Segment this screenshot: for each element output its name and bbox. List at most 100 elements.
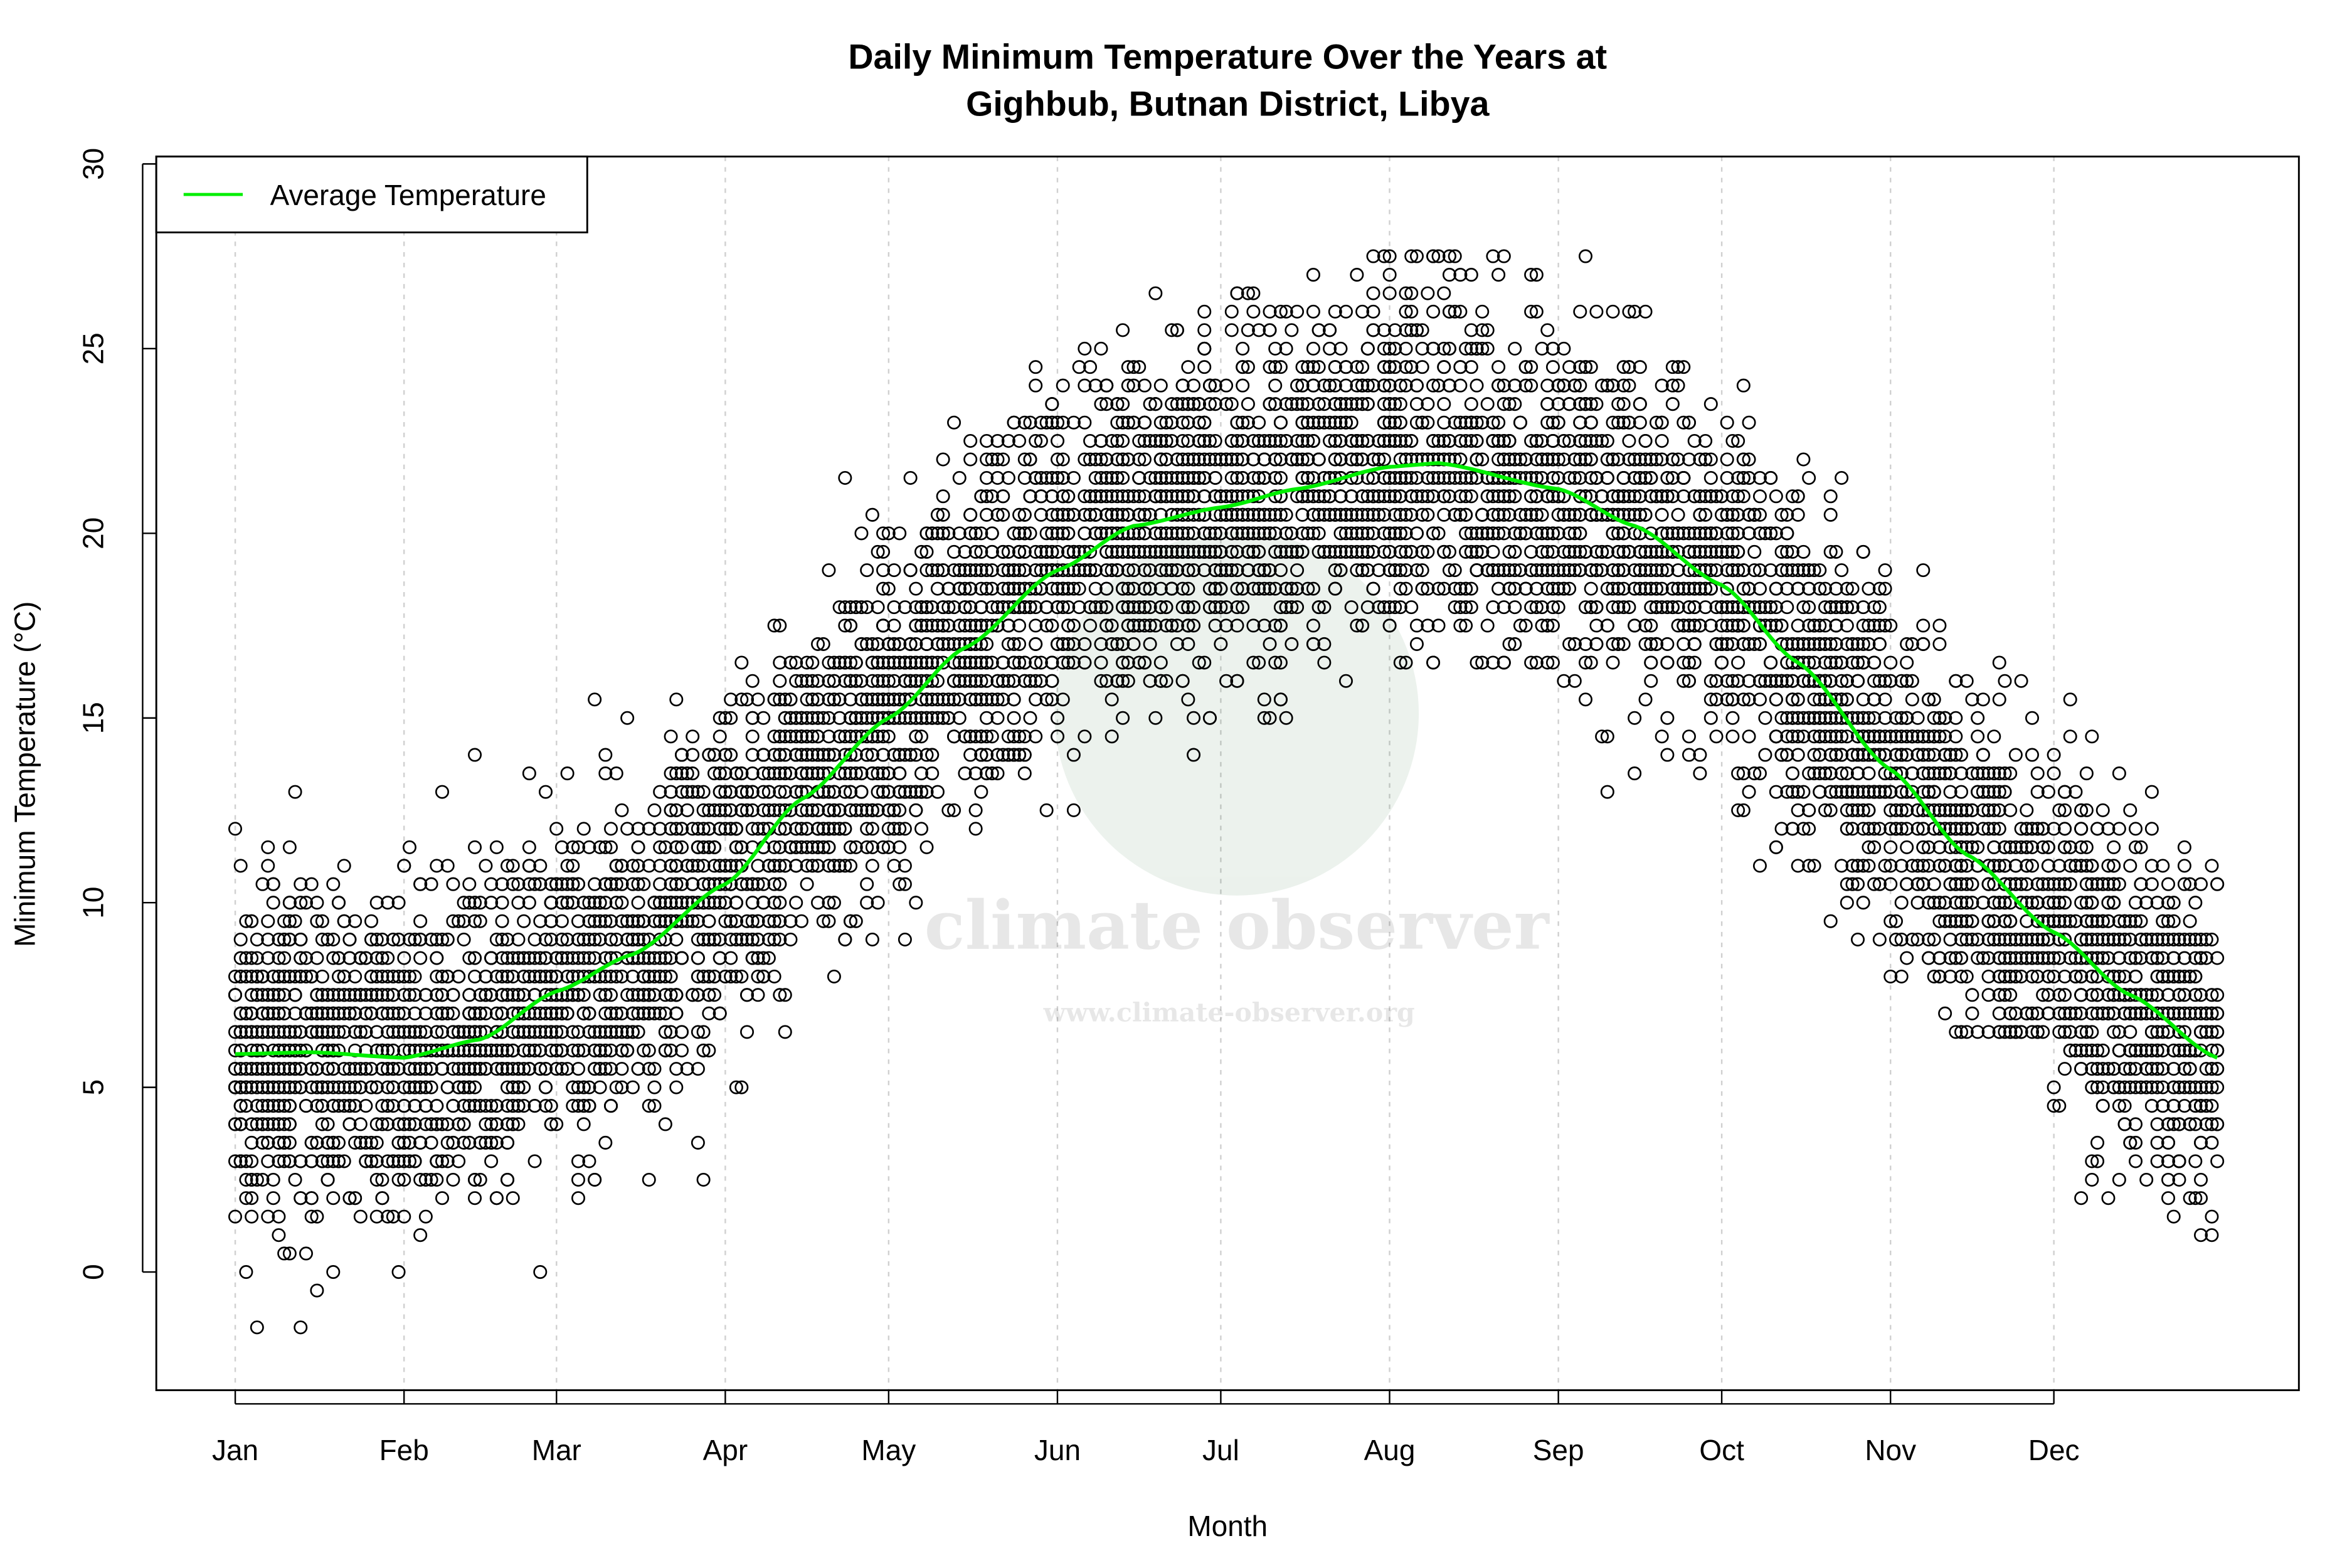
- data-point: [1421, 286, 1435, 300]
- data-point: [245, 1191, 259, 1205]
- data-point: [865, 507, 879, 522]
- data-point: [2090, 1062, 2105, 1076]
- data-point: [261, 1025, 275, 1039]
- data-point: [1159, 600, 1173, 615]
- data-point: [1273, 471, 1288, 485]
- data-point: [1290, 397, 1305, 411]
- data-point: [1600, 378, 1614, 393]
- data-point: [1965, 822, 1979, 836]
- data-point: [582, 840, 596, 854]
- data-point: [1382, 600, 1397, 615]
- data-point: [2003, 951, 2018, 965]
- data-point: [811, 766, 825, 781]
- data-point: [337, 988, 351, 1002]
- data-point: [1649, 637, 1663, 651]
- data-point: [468, 1080, 482, 1094]
- data-point: [446, 1172, 460, 1187]
- data-point: [968, 618, 983, 633]
- data-point: [2063, 692, 2077, 707]
- data-point: [1655, 507, 1669, 522]
- data-point: [1121, 581, 1135, 596]
- data-point: [1943, 951, 1957, 965]
- data-point: [1954, 766, 1969, 781]
- data-point: [1698, 544, 1713, 559]
- data-point: [2123, 932, 2137, 946]
- data-point: [1431, 618, 1446, 633]
- data-point: [767, 692, 781, 707]
- data-point: [489, 1006, 504, 1020]
- data-point: [1295, 452, 1310, 467]
- data-point: [484, 1117, 499, 1131]
- data-point: [664, 1025, 678, 1039]
- data-point: [239, 951, 253, 965]
- data-point: [909, 729, 923, 744]
- data-point: [397, 1080, 411, 1094]
- data-points: [228, 249, 2225, 1335]
- data-point: [2144, 988, 2159, 1002]
- data-point: [1567, 507, 1582, 522]
- data-point: [1888, 803, 1903, 817]
- data-point: [1921, 896, 1936, 910]
- data-point: [381, 1154, 395, 1168]
- data-point: [773, 914, 787, 928]
- data-point: [413, 1135, 428, 1150]
- data-point: [369, 951, 384, 965]
- data-point: [1148, 286, 1163, 300]
- data-point: [315, 970, 329, 984]
- data-point: [669, 692, 684, 707]
- data-point: [277, 1006, 292, 1020]
- data-point: [2003, 988, 2018, 1002]
- data-point: [1573, 471, 1587, 485]
- data-point: [1677, 637, 1691, 651]
- data-point: [245, 914, 259, 928]
- data-point: [2025, 711, 2040, 725]
- data-point: [501, 859, 515, 873]
- data-point: [1584, 507, 1598, 522]
- data-point: [1230, 489, 1244, 504]
- data-point: [1208, 563, 1222, 578]
- data-point: [1393, 544, 1407, 559]
- data-point: [1273, 360, 1288, 374]
- data-point: [1856, 859, 1870, 873]
- data-point: [1769, 600, 1783, 615]
- data-point: [506, 1043, 520, 1057]
- data-point: [1143, 544, 1157, 559]
- data-point: [1051, 563, 1065, 578]
- data-point: [1829, 544, 1843, 559]
- data-point: [1649, 563, 1663, 578]
- data-point: [1829, 748, 1843, 762]
- data-point: [1851, 932, 1865, 946]
- data-point: [844, 600, 858, 615]
- data-point: [1459, 415, 1473, 430]
- data-point: [549, 1062, 564, 1076]
- data-point: [2161, 896, 2176, 910]
- data-point: [963, 637, 978, 651]
- data-point: [1338, 360, 1353, 374]
- data-point: [686, 748, 700, 762]
- data-point: [1682, 655, 1696, 670]
- data-point: [936, 655, 950, 670]
- data-point: [337, 970, 351, 984]
- data-point: [1835, 859, 1849, 873]
- data-point: [734, 692, 749, 707]
- data-point: [506, 1080, 520, 1094]
- data-point: [876, 729, 891, 744]
- data-point: [718, 748, 733, 762]
- data-point: [1698, 600, 1713, 615]
- data-point: [1029, 655, 1043, 670]
- data-point: [2058, 1006, 2072, 1020]
- data-point: [1491, 489, 1506, 504]
- data-point: [1584, 452, 1598, 467]
- data-point: [544, 932, 558, 946]
- data-point: [1219, 378, 1234, 393]
- data-point: [1121, 378, 1135, 393]
- data-point: [2205, 1228, 2219, 1242]
- data-point: [2008, 951, 2023, 965]
- data-point: [865, 711, 879, 725]
- data-point: [2172, 1080, 2186, 1094]
- data-point: [1344, 433, 1359, 448]
- data-point: [1442, 268, 1456, 282]
- data-point: [696, 877, 711, 891]
- data-point: [1230, 544, 1244, 559]
- data-point: [538, 1099, 553, 1113]
